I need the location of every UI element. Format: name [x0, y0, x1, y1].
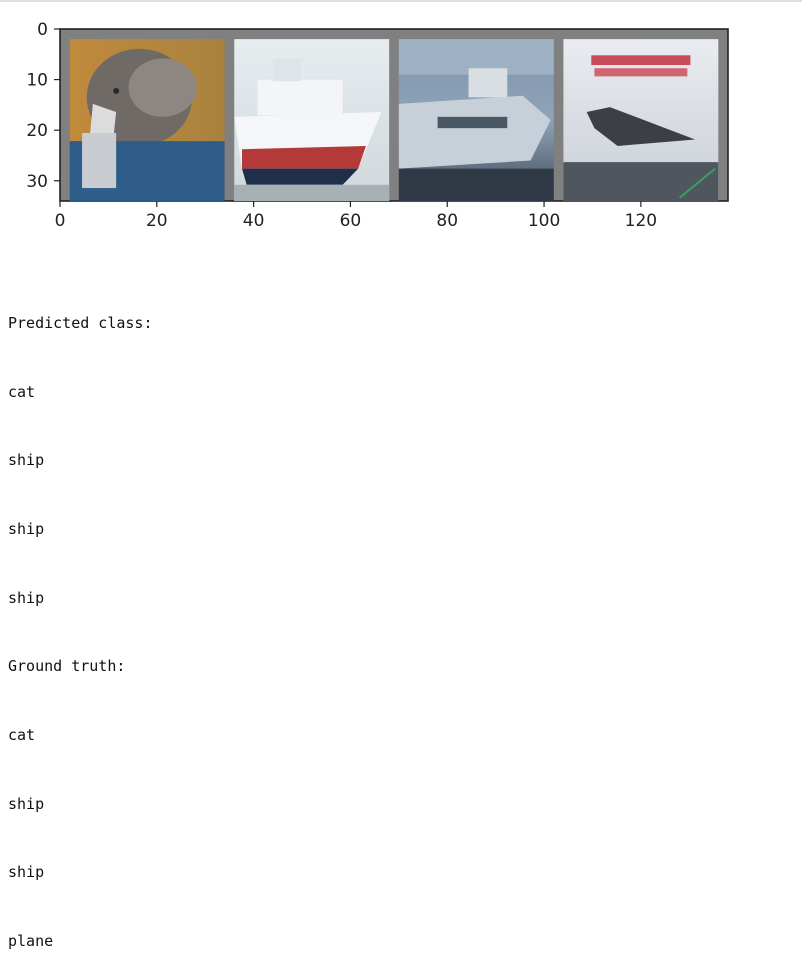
- cell-top-border: [0, 0, 802, 2]
- truth-item: ship: [8, 863, 45, 882]
- poster-subtitle-icon: [594, 68, 688, 77]
- ship-cabin-icon: [257, 79, 343, 116]
- image-tile-ship: [234, 39, 390, 201]
- ground-icon: [563, 162, 719, 201]
- y-tick-label: 30: [26, 172, 48, 192]
- predicted-item: cat: [8, 382, 36, 401]
- ship-hull-icon: [398, 95, 551, 169]
- x-tick-label: 120: [625, 211, 657, 231]
- ship-bridge-icon: [468, 68, 508, 98]
- water-icon: [398, 168, 554, 201]
- plot-frame: [59, 28, 729, 202]
- image-tile-cat: [69, 39, 225, 201]
- y-tick-label: 20: [26, 121, 48, 141]
- truth-item: cat: [8, 726, 36, 745]
- ship-windows-icon: [437, 116, 508, 129]
- image-tile-plane: [563, 39, 719, 201]
- poster-title-icon: [591, 55, 691, 66]
- plane-icon: [586, 107, 696, 146]
- cat-fur-icon: [128, 58, 197, 117]
- predicted-item: ship: [8, 519, 45, 538]
- image-tile-ship: [398, 39, 554, 201]
- cell-output: Predicted class: cat ship ship ship Grou…: [8, 266, 153, 976]
- x-tick-label: 0: [55, 211, 66, 231]
- truth-item: ship: [8, 794, 45, 813]
- image-grid-figure: 0 20 40 60 80 100 120 0 10 20 30: [26, 20, 729, 231]
- cat-chest-icon: [82, 133, 117, 189]
- y-tick-label: 0: [37, 20, 48, 40]
- ship-keel-icon: [242, 168, 359, 185]
- cat-eye-icon: [113, 87, 120, 94]
- ship-stripe-icon: [242, 145, 366, 169]
- water-icon: [234, 184, 390, 201]
- x-tick-label: 60: [340, 211, 362, 231]
- truth-item: plane: [8, 932, 54, 951]
- x-tick-label: 20: [146, 211, 168, 231]
- predicted-header: Predicted class:: [8, 313, 153, 332]
- y-tick-label: 10: [26, 71, 48, 91]
- predicted-item: ship: [8, 451, 45, 470]
- stripe-icon: [678, 167, 716, 199]
- ship-bridge-icon: [272, 58, 301, 82]
- x-tick-label: 100: [528, 211, 560, 231]
- truth-header: Ground truth:: [8, 657, 126, 676]
- predicted-item: ship: [8, 588, 45, 607]
- x-tick-label: 40: [243, 211, 265, 231]
- x-tick-label: 80: [436, 211, 458, 231]
